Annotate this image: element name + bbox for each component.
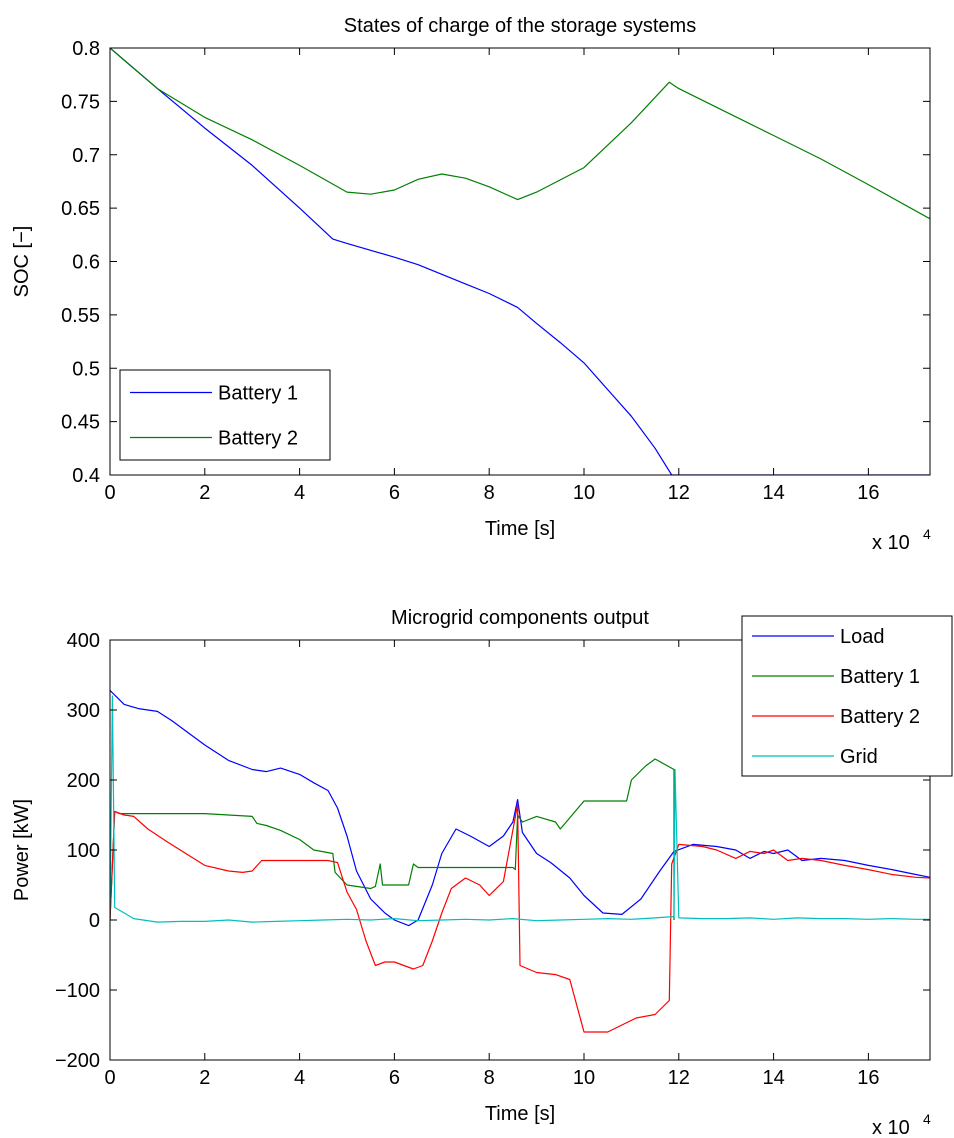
x-exponent-label: x 10 [872,532,910,554]
y-tick-label: 0.55 [61,305,100,327]
x-tick-label: 12 [668,1067,690,1089]
series-group [110,689,930,1033]
series-line-load [110,689,930,927]
x-axis-label: Time [s] [485,1103,555,1125]
chart-2: 0 2 4 6 8 10 12 14 16 −200 −100 0 100 200 300 400 Microg… [11,607,953,1138]
series-line-grid [110,695,930,923]
x-tick-label: 4 [294,1067,305,1089]
series-line-battery-1 [110,758,675,921]
x-exponent-superscript: 4 [923,1111,931,1127]
y-tick-label: 0.7 [72,145,100,167]
y-tick-label: 400 [67,630,100,652]
y-tick-label: 0.5 [72,358,100,380]
legend-label: Battery 1 [840,666,920,688]
y-tick-label: 100 [67,840,100,862]
chart-title: States of charge of the storage systems [344,15,696,37]
legend-label: Grid [840,746,878,768]
x-tick-label: 0 [104,1067,115,1089]
x-tick-label: 0 [104,482,115,504]
x-tick-label: 2 [199,482,210,504]
x-tick-label: 6 [389,482,400,504]
series-group [110,48,930,475]
legend-box [119,369,331,461]
x-tick-label: 4 [294,482,305,504]
y-tick-label: 0.8 [72,38,100,60]
y-tick-label: 0.6 [72,252,100,274]
legend: Load Battery 1 Battery 2 Grid [741,615,953,777]
y-tick-label: 0.75 [61,91,100,113]
y-tick-label: −100 [55,980,100,1002]
series-line-battery-1 [110,48,930,475]
x-tick-label: 6 [389,1067,400,1089]
chart-1: 0 2 4 6 8 10 12 14 16 0.4 0.45 0.5 0.55 0.6 0.65 0.7 0.7… [11,15,931,554]
legend-label: Battery 1 [218,383,298,405]
y-tick-label: −200 [55,1050,100,1072]
y-axis-label: SOC [−] [11,226,33,298]
legend-box [741,615,953,777]
y-tick-label: 0 [89,910,100,932]
y-axis-label: Power [kW] [11,799,33,901]
series-line-battery-2 [110,48,930,220]
y-tick-label: 300 [67,700,100,722]
legend-label: Load [840,626,885,648]
legend: Battery 1 Battery 2 [119,369,331,461]
legend-label: Battery 2 [840,706,920,728]
x-tick-label: 16 [857,482,879,504]
legend-label: Battery 2 [218,428,298,450]
x-tick-label: 10 [573,482,595,504]
x-tick-label: 14 [762,482,784,504]
x-tick-label: 8 [484,1067,495,1089]
x-exponent-label: x 10 [872,1117,910,1138]
x-tick-label: 14 [762,1067,784,1089]
series-line-battery-2 [110,803,930,1033]
x-tick-label: 16 [857,1067,879,1089]
x-tick-label: 8 [484,482,495,504]
x-axis-label: Time [s] [485,518,555,540]
y-tick-label: 0.65 [61,198,100,220]
x-tick-label: 2 [199,1067,210,1089]
x-tick-label: 12 [668,482,690,504]
y-tick-label: 200 [67,770,100,792]
x-exponent-superscript: 4 [923,526,931,542]
x-tick-label: 10 [573,1067,595,1089]
y-tick-label: 0.45 [61,412,100,434]
chart-title: Microgrid components output [391,607,649,629]
y-tick-label: 0.4 [72,465,100,487]
